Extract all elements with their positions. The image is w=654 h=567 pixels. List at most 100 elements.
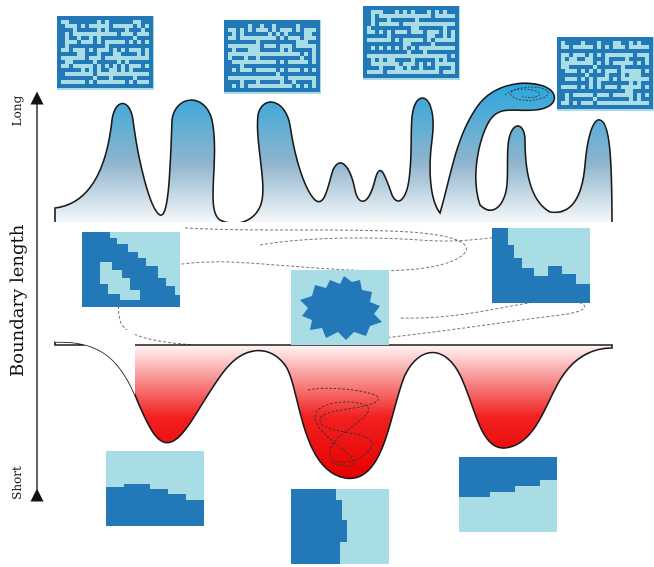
maze-cell [121, 52, 125, 56]
maze-cell [292, 24, 296, 28]
maze-cell [236, 56, 240, 60]
maze-cell [415, 42, 419, 46]
maze-cell [633, 53, 637, 57]
maze-cell [125, 68, 129, 72]
maze-cell [121, 76, 125, 80]
axis-bottom-label: Short [10, 466, 24, 500]
maze-cell [435, 26, 439, 30]
maze-cell [145, 44, 149, 48]
maze-cell [407, 6, 411, 10]
axis-top-label: Long [10, 95, 24, 127]
maze-cell [569, 45, 573, 49]
maze-cell [61, 68, 65, 72]
maze-cell [419, 18, 423, 22]
maze-cell [407, 74, 411, 78]
maze-cell [248, 56, 252, 60]
maze-cell [248, 88, 252, 92]
maze-cell [431, 58, 435, 62]
maze-cell [391, 26, 395, 30]
maze-cell [407, 10, 411, 14]
maze-cell [276, 80, 280, 84]
maze-cell [569, 101, 573, 105]
maze-cell [557, 69, 561, 73]
maze-cell [415, 10, 419, 14]
maze-cell [363, 46, 367, 50]
maze-cell [300, 64, 304, 68]
maze-cell [248, 64, 252, 68]
maze-cell [601, 45, 605, 49]
maze-cell [431, 14, 435, 18]
maze-cell [101, 20, 105, 24]
maze-cell [439, 18, 443, 22]
maze-cell [61, 28, 65, 32]
maze-cell [224, 60, 228, 64]
maze-cell [304, 56, 308, 60]
maze-cell [383, 70, 387, 74]
maze-cell [260, 80, 264, 84]
maze-cell [387, 50, 391, 54]
maze-cell [391, 38, 395, 42]
maze-cell [431, 6, 435, 10]
maze-cell [224, 36, 228, 40]
maze-cell [308, 88, 312, 92]
maze-cell [81, 36, 85, 40]
maze-cell [312, 20, 316, 24]
maze-cell [455, 10, 459, 14]
maze-cell [633, 81, 637, 85]
maze-cell [284, 60, 288, 64]
maze-cell [252, 72, 256, 76]
maze-cell [280, 56, 284, 60]
maze-cell [617, 65, 621, 69]
maze-cell [129, 28, 133, 32]
maze-cell [581, 37, 585, 41]
maze-cell [649, 49, 653, 53]
maze-cell [561, 77, 565, 81]
maze-cell [236, 84, 240, 88]
maze-cell [601, 37, 605, 41]
maze-cell [125, 76, 129, 80]
maze-cell [407, 18, 411, 22]
maze-cell [149, 80, 153, 84]
maze-cell [617, 57, 621, 61]
maze-cell [593, 69, 597, 73]
maze-cell [447, 42, 451, 46]
maze-cell [256, 88, 260, 92]
maze-cell [244, 24, 248, 28]
maze-cell [435, 74, 439, 78]
maze-cell [391, 30, 395, 34]
maze-cell [292, 40, 296, 44]
maze-cell [280, 88, 284, 92]
maze-cell [435, 42, 439, 46]
maze-cell [232, 40, 236, 44]
maze-cell [89, 60, 93, 64]
maze-cell [557, 105, 561, 109]
maze-cell [65, 68, 69, 72]
maze-cell [387, 26, 391, 30]
maze-cell [69, 32, 73, 36]
maze-cell [379, 74, 383, 78]
maze-cell [423, 66, 427, 70]
maze-cell [228, 80, 232, 84]
maze-cell [649, 69, 653, 73]
maze-cell [613, 37, 617, 41]
maze-cell [443, 50, 447, 54]
maze-cell [149, 32, 153, 36]
maze-cell [387, 6, 391, 10]
maze-cell [617, 105, 621, 109]
maze-cell [363, 10, 367, 14]
maze-cell [641, 73, 645, 77]
maze-cell [601, 69, 605, 73]
maze-cell [137, 44, 141, 48]
maze-cell [565, 89, 569, 93]
maze-cell [637, 57, 641, 61]
maze-cell [57, 56, 61, 60]
maze-cell [641, 93, 645, 97]
maze-cell [85, 52, 89, 56]
maze-cell [73, 44, 77, 48]
maze-cell [300, 72, 304, 76]
maze-cell [577, 37, 581, 41]
maze-cell [557, 57, 561, 61]
maze-cell [649, 73, 653, 77]
maze-cell [621, 105, 625, 109]
maze-cell [312, 88, 316, 92]
